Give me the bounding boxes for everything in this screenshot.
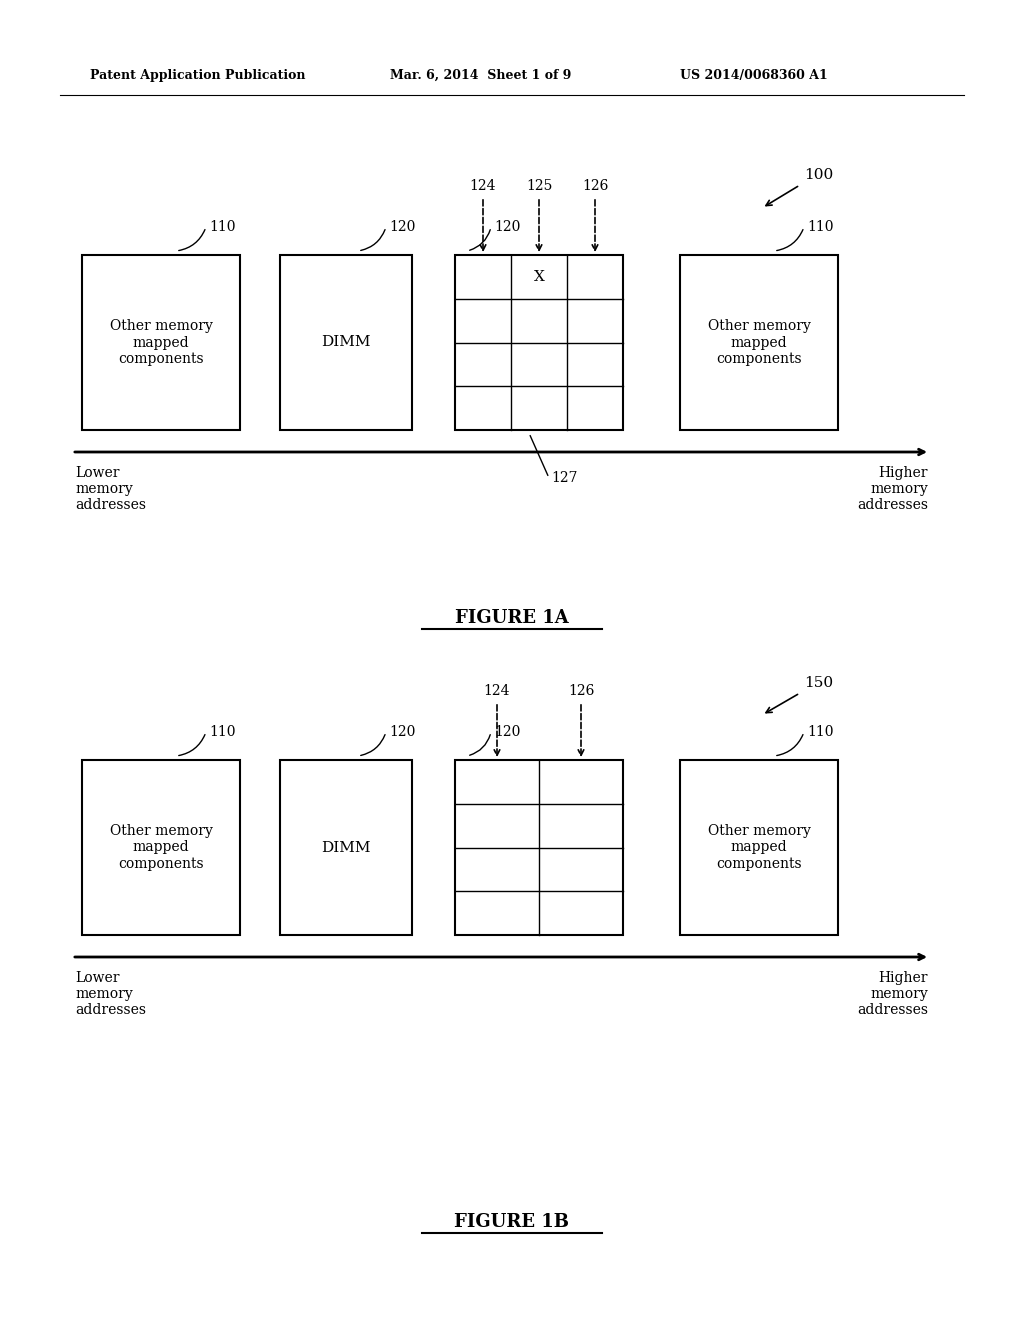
Bar (82, 760, 240, 935)
Text: 110: 110 (807, 725, 834, 739)
Text: Other memory
mapped
components: Other memory mapped components (110, 319, 212, 366)
Text: Higher
memory
addresses: Higher memory addresses (857, 972, 928, 1018)
Text: FIGURE 1B: FIGURE 1B (455, 1213, 569, 1232)
Bar (680, 255, 838, 430)
Text: 110: 110 (209, 220, 236, 234)
Text: Other memory
mapped
components: Other memory mapped components (708, 824, 810, 871)
Text: Lower
memory
addresses: Lower memory addresses (75, 466, 146, 512)
Text: 120: 120 (494, 220, 520, 234)
Text: 125: 125 (525, 180, 552, 193)
Text: FIGURE 1A: FIGURE 1A (455, 609, 569, 627)
Bar (280, 255, 412, 430)
Bar (82, 255, 240, 430)
Text: 120: 120 (389, 725, 416, 739)
Text: 150: 150 (804, 676, 834, 690)
Text: Mar. 6, 2014  Sheet 1 of 9: Mar. 6, 2014 Sheet 1 of 9 (390, 69, 571, 82)
Bar (280, 760, 412, 935)
Text: Patent Application Publication: Patent Application Publication (90, 69, 305, 82)
Text: X: X (534, 269, 545, 284)
Bar (680, 760, 838, 935)
Text: Other memory
mapped
components: Other memory mapped components (110, 824, 212, 871)
Text: 110: 110 (807, 220, 834, 234)
Text: 124: 124 (470, 180, 497, 193)
Text: 110: 110 (209, 725, 236, 739)
Bar (455, 760, 623, 935)
Text: 120: 120 (389, 220, 416, 234)
Text: Other memory
mapped
components: Other memory mapped components (708, 319, 810, 366)
Text: 126: 126 (582, 180, 608, 193)
Text: Lower
memory
addresses: Lower memory addresses (75, 972, 146, 1018)
Text: 127: 127 (551, 471, 578, 484)
Text: 124: 124 (483, 684, 510, 698)
Text: DIMM: DIMM (322, 841, 371, 854)
Text: 120: 120 (494, 725, 520, 739)
Text: US 2014/0068360 A1: US 2014/0068360 A1 (680, 69, 827, 82)
Text: DIMM: DIMM (322, 335, 371, 350)
Text: 100: 100 (804, 168, 834, 182)
Text: 126: 126 (568, 684, 594, 698)
Bar (455, 255, 623, 430)
Text: Higher
memory
addresses: Higher memory addresses (857, 466, 928, 512)
